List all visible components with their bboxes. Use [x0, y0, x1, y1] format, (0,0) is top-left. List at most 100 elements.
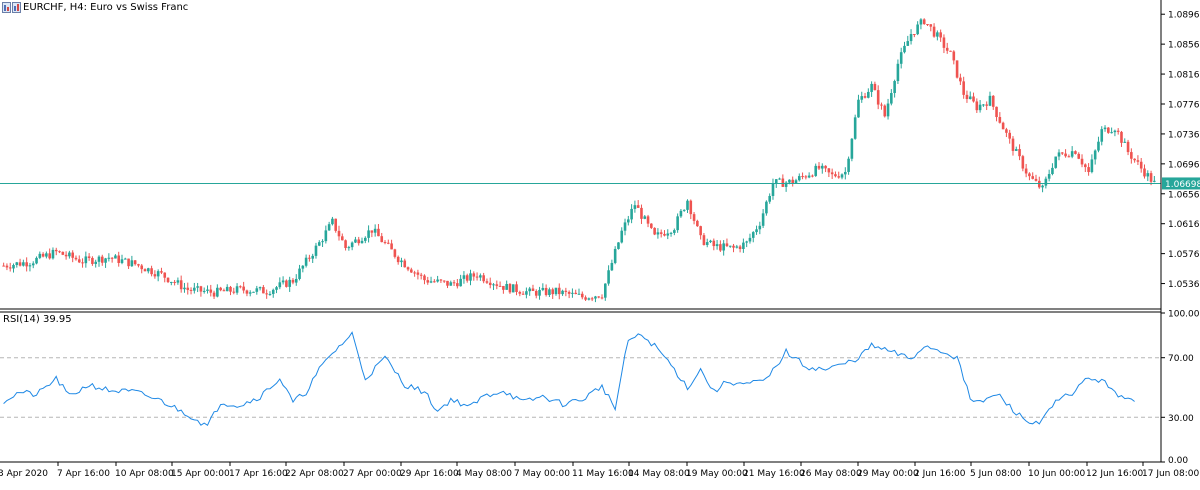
- price-tick-label: 1.08560: [1168, 41, 1200, 51]
- candle-body: [209, 289, 213, 293]
- candle-body: [916, 24, 919, 35]
- candle-body: [15, 262, 19, 266]
- candle-body: [988, 95, 992, 106]
- candle-body: [199, 286, 203, 292]
- candle-body: [166, 277, 170, 283]
- candle-body: [502, 285, 505, 290]
- x-tick-label: 4 May 08:00: [456, 469, 512, 479]
- candle-body: [202, 290, 206, 292]
- candle-body: [77, 259, 81, 263]
- current-price-tag: [1162, 177, 1200, 190]
- candle-body: [1034, 178, 1038, 181]
- candle-body: [991, 95, 995, 107]
- candle-body: [962, 81, 965, 95]
- candle-body: [1080, 158, 1084, 165]
- candle-body: [1133, 158, 1136, 161]
- candle-body: [225, 286, 229, 292]
- x-tick-label: 17 Jun 08:00: [1142, 469, 1199, 479]
- candle-body: [18, 262, 22, 266]
- candle-body: [1044, 178, 1048, 186]
- candle-body: [45, 253, 48, 257]
- candle-body: [893, 81, 896, 94]
- candle-body: [709, 240, 712, 243]
- candle-body: [120, 259, 124, 264]
- candle-body: [110, 257, 114, 259]
- candle-body: [133, 260, 137, 265]
- candle-body: [1001, 122, 1005, 130]
- candle-body: [600, 297, 604, 299]
- candle-body: [1100, 129, 1104, 142]
- candle-body: [206, 289, 209, 291]
- x-tick-label: 2 Jun 16:00: [914, 469, 966, 479]
- candle-body: [531, 288, 535, 291]
- candle-body: [462, 275, 466, 279]
- x-tick-label: 22 Apr 08:00: [285, 469, 344, 479]
- candle-body: [35, 257, 38, 264]
- current-price-label: 1.06698: [1165, 180, 1200, 190]
- candle-body: [12, 265, 15, 269]
- candle-body: [735, 246, 739, 248]
- candle-body: [383, 242, 387, 244]
- candle-body: [972, 96, 975, 102]
- candle-body: [692, 214, 696, 221]
- candle-body: [840, 174, 844, 178]
- candle-body: [942, 37, 946, 48]
- x-tick-label: 12 Jun 16:00: [1086, 469, 1143, 479]
- rsi-tick-label: 0.00: [1168, 456, 1188, 466]
- candle-body: [1028, 173, 1031, 177]
- candle-body: [1116, 130, 1120, 132]
- candle-body: [784, 182, 788, 187]
- candle-body: [1139, 161, 1143, 169]
- candle-body: [1070, 151, 1074, 157]
- candle-body: [738, 246, 742, 250]
- candle-body: [2, 265, 5, 267]
- candle-body: [38, 253, 42, 258]
- candle-body: [439, 279, 443, 281]
- candle-body: [903, 45, 906, 53]
- candle-body: [377, 228, 380, 237]
- candle-body: [686, 200, 689, 210]
- x-tick-label: 5 Jun 08:00: [970, 469, 1022, 479]
- candle-body: [380, 236, 384, 243]
- candle-body: [890, 93, 893, 104]
- candle-body: [1077, 153, 1081, 159]
- chart-type-icon[interactable]: [2, 2, 21, 13]
- candle-body: [275, 287, 278, 290]
- candle-body: [534, 290, 538, 296]
- candle-body: [400, 260, 403, 263]
- candle-body: [557, 287, 561, 295]
- x-tick-label: 15 Apr 00:00: [171, 469, 230, 479]
- candle-body: [567, 291, 571, 294]
- candle-body: [1014, 149, 1018, 151]
- candle-body: [354, 239, 357, 243]
- candle-body: [860, 96, 864, 100]
- candle-body: [978, 104, 982, 111]
- candle-body: [456, 283, 459, 287]
- candle-body: [728, 245, 732, 247]
- candle-body: [419, 274, 423, 276]
- candle-body: [281, 280, 285, 283]
- candle-body: [410, 269, 413, 273]
- candle-body: [173, 281, 176, 283]
- candle-body: [1054, 156, 1058, 168]
- candle-body: [1136, 160, 1140, 162]
- candle-body: [564, 290, 568, 292]
- candle-body: [406, 267, 410, 270]
- candle-body: [673, 230, 676, 233]
- candle-body: [370, 230, 374, 233]
- candle-body: [357, 239, 361, 244]
- candle-body: [857, 99, 860, 118]
- candle-body: [1084, 164, 1087, 168]
- candle-body: [84, 256, 88, 264]
- candle-body: [830, 172, 834, 175]
- candle-body: [1021, 156, 1025, 169]
- candle-body: [94, 261, 98, 264]
- candle-body: [416, 272, 420, 275]
- candle-body: [265, 293, 268, 295]
- candle-body: [1149, 173, 1153, 182]
- candle-body: [271, 289, 275, 294]
- candle-body: [880, 104, 883, 106]
- candle-body: [577, 293, 581, 295]
- candle-body: [331, 218, 334, 225]
- candle-body: [820, 165, 824, 169]
